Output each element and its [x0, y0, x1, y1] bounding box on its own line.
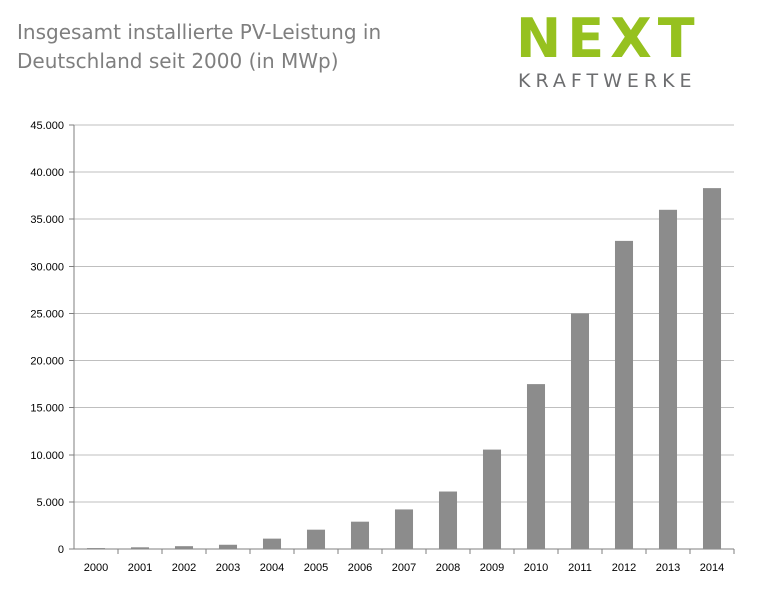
bar-2014	[702, 188, 722, 549]
bar-2001	[130, 547, 150, 549]
x-tick-label: 2012	[612, 562, 636, 574]
chart-title-line-2: Deutschland seit 2000 (in MWp)	[17, 49, 339, 73]
x-tick-label: 2001	[128, 562, 152, 574]
x-tick-label: 2013	[656, 562, 680, 574]
bar-2007	[394, 509, 414, 549]
y-tick-label: 15.000	[30, 403, 64, 415]
y-tick-label: 20.000	[30, 356, 64, 368]
bar-2000	[86, 548, 106, 549]
x-tick-label: 2000	[84, 562, 108, 574]
y-tick-label: 0	[58, 544, 64, 556]
x-tick-label: 2008	[436, 562, 460, 574]
x-tick-label: 2003	[216, 562, 240, 574]
bar-2011	[570, 313, 590, 549]
x-tick-label: 2014	[700, 562, 724, 574]
logo-wordmark: NEXT	[516, 7, 701, 70]
bar-2006	[350, 521, 370, 549]
y-tick-label: 5.000	[36, 497, 64, 509]
y-tick-label: 30.000	[30, 261, 64, 273]
bar-2012	[614, 240, 634, 550]
bar-2008	[438, 491, 458, 549]
bar-2003	[218, 544, 238, 549]
chart-title-line-1: Insgesamt installierte PV-Leistung in	[17, 20, 382, 44]
x-tick-label: 2006	[348, 562, 372, 574]
bar-2013	[658, 209, 678, 550]
logo-subtitle: KRAFTWERKE	[518, 70, 697, 92]
bar-2004	[262, 538, 282, 549]
y-tick-label: 35.000	[30, 214, 64, 226]
y-tick-label: 40.000	[30, 167, 64, 179]
bar-2002	[174, 546, 194, 549]
x-tick-label: 2011	[568, 562, 592, 574]
next-kraftwerke-logo: NEXT KRAFTWERKE	[516, 8, 756, 98]
x-tick-label: 2009	[480, 562, 504, 574]
y-tick-label: 45.000	[30, 120, 64, 132]
x-tick-label: 2007	[392, 562, 416, 574]
y-tick-label: 10.000	[30, 450, 64, 462]
y-tick-label: 25.000	[30, 308, 64, 320]
bar-2009	[482, 449, 502, 549]
bar-2010	[526, 384, 546, 549]
x-tick-label: 2010	[524, 562, 548, 574]
x-tick-label: 2004	[260, 562, 284, 574]
bar-2005	[306, 529, 326, 549]
x-tick-label: 2005	[304, 562, 328, 574]
chart-title: Insgesamt installierte PV-Leistung in De…	[17, 18, 437, 76]
x-tick-label: 2002	[172, 562, 196, 574]
